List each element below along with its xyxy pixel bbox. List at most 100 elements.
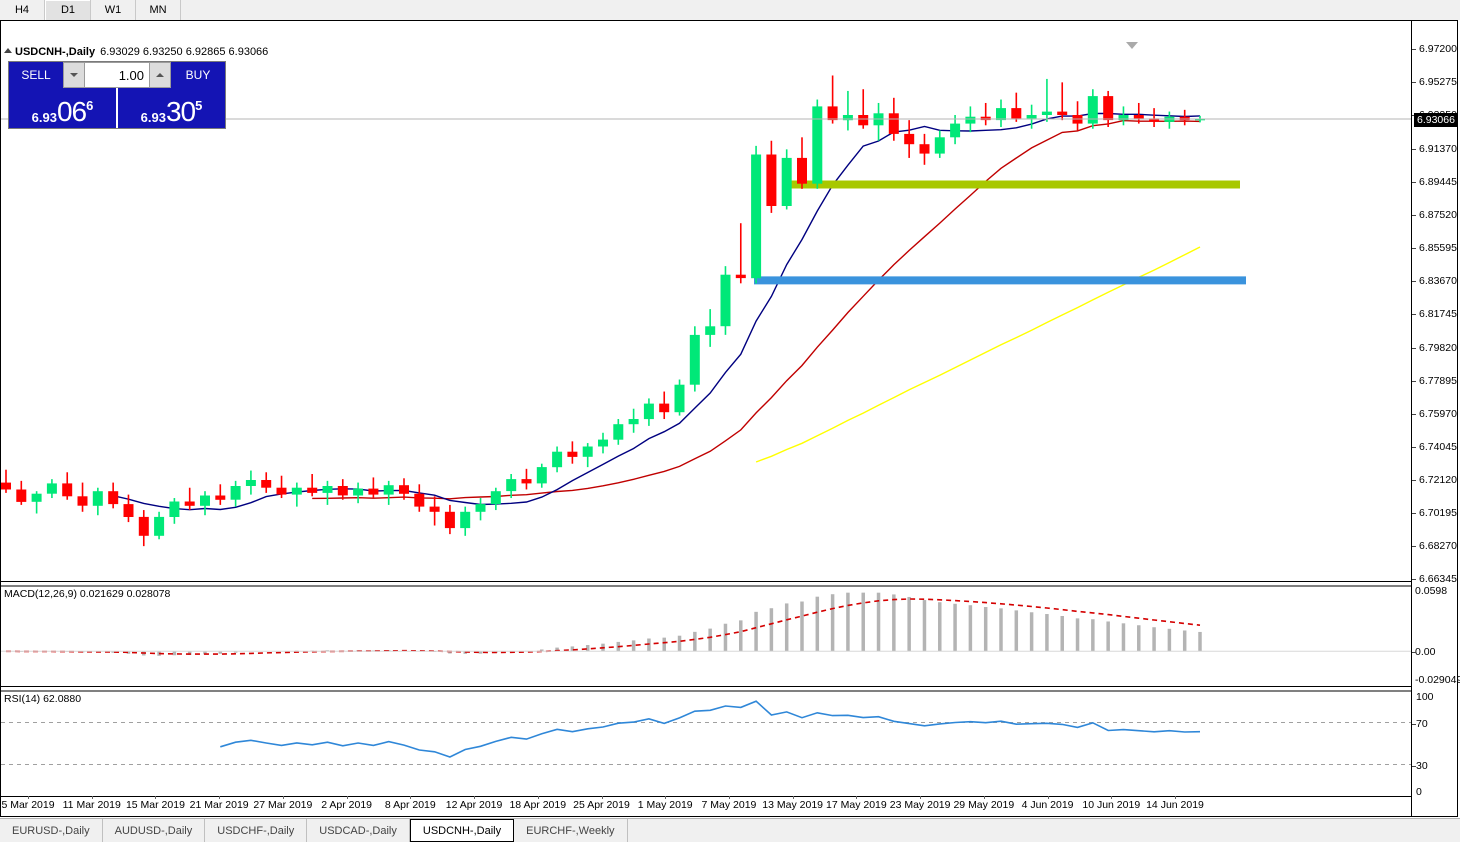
price-scale-label: 6.85595 [1419,242,1457,255]
candle-body [628,419,639,425]
date-scale-tick [219,796,221,799]
chart-tab-audusd-daily[interactable]: AUDUSD-,Daily [102,819,206,842]
date-scale-label: 25 Apr 2019 [573,799,630,811]
candle-body [16,489,27,502]
chevron-down-icon [70,73,78,77]
date-scale-tick [665,796,667,799]
price-scale-tick [1412,49,1416,50]
candle-body [934,137,945,154]
date-scale-label: 2 Apr 2019 [321,799,373,811]
buy-price-display[interactable]: 6.93 30 5 [116,88,225,128]
candle-body [827,106,838,121]
candle-body [1133,115,1144,119]
chart-plot-svg [1,21,1412,816]
date-scale-tick [282,796,284,799]
chart-tab-eurusd-daily[interactable]: EURUSD-,Daily [0,819,103,842]
triangle-up-icon[interactable] [4,48,12,53]
candle-body [567,451,578,457]
date-scale-tick [856,796,858,799]
price-scale-tick [1412,347,1416,349]
date-scale-label: 29 May 2019 [953,799,1015,811]
period-tab-w1[interactable]: W1 [91,0,136,20]
price-scale-divider [1411,21,1412,816]
date-scale-label: 27 Mar 2019 [253,799,313,811]
buy-button[interactable]: BUY [171,62,225,88]
price-scale-label: 6.77895 [1419,374,1457,387]
date-scale-label: 1 May 2019 [637,799,693,811]
candle-body [169,501,180,517]
chart-tab-eurchf-weekly[interactable]: EURCHF-,Weekly [514,819,628,842]
triangle-down-marker-icon [1126,42,1138,49]
date-scale-tick [91,796,93,799]
candle-body [77,496,88,506]
chart-canvas-area[interactable]: USDCNH-,Daily 6.93029 6.93250 6.92865 6.9… [0,20,1460,818]
candle-body [399,485,409,494]
chart-tab-usdcnh-daily[interactable]: USDCNH-,Daily [409,819,515,842]
candle-body [490,491,501,505]
period-tab-h4[interactable]: H4 [0,0,45,20]
candle-body [123,504,134,517]
ma-mid-line [312,119,1201,500]
candle-body [797,157,807,184]
candle-body [1041,111,1052,115]
chart-tab-usdcad-daily[interactable]: USDCAD-,Daily [307,819,410,842]
date-scale-tick [601,796,603,799]
buy-points: 30 [165,96,196,127]
sell-big-figure: 6.93 [31,110,57,125]
macd-histogram [19,592,1202,656]
sell-button[interactable]: SELL [9,62,63,88]
buy-fraction: 5 [195,98,203,113]
oct-price-row: 6.93 06 6 6.93 30 5 [9,88,225,128]
current-price-label: 6.93066 [1414,113,1458,127]
candle-body [1,482,11,490]
candle-body [781,157,792,206]
candle-body [460,511,471,529]
candle-body [965,116,976,124]
date-scale-tick [728,796,730,799]
candle-body [1026,115,1037,119]
period-bar-empty-area [181,0,1460,20]
volume-decrease-button[interactable] [63,62,85,88]
chart-tab-bar-empty-area [628,819,1460,842]
rsi-scale-label: 0 [1416,786,1422,798]
period-tab-d1[interactable]: D1 [45,0,91,20]
candle-body [337,486,348,496]
candle-body [200,495,210,506]
candle-body [1057,111,1068,115]
candle-body [154,516,165,536]
volume-increase-button[interactable] [149,62,171,88]
candle-body [322,486,333,493]
candle-body [888,113,899,134]
candle-body [31,493,42,502]
candle-body [444,511,455,529]
candle-body [705,326,716,335]
price-scale-label: 6.66345 [1419,573,1457,585]
chart-tab-usdchf-daily[interactable]: USDCHF-,Daily [205,819,308,842]
period-tab-bar: H4 D1 W1 MN [0,0,1460,21]
date-scale-label: 10 Jun 2019 [1082,799,1141,811]
macd-scale-tick [1412,652,1416,654]
candle-body [582,446,593,457]
price-scale-tick [1412,215,1416,217]
candle-body [1011,108,1022,119]
chart-tab-bar: EURUSD-,Daily AUDUSD-,Daily USDCHF-,Dail… [0,818,1460,842]
period-tab-mn[interactable]: MN [136,0,181,20]
chart-frame-border [0,20,1458,817]
candle-body [552,451,563,468]
price-scale-tick [1412,579,1416,580]
candle-body [429,506,440,512]
volume-input[interactable]: 1.00 [85,62,149,88]
date-scale-tick [1047,796,1049,799]
price-scale-tick [1412,446,1416,448]
date-scale-label: 5 Mar 2019 [1,799,55,811]
sell-price-display[interactable]: 6.93 06 6 [9,88,116,128]
date-scale[interactable]: 5 Mar 2019 11 Mar 2019 15 Mar 2019 21 Mar 2… [0,796,1411,817]
candle-body [766,154,777,206]
candle-body [92,491,103,506]
candle-body [215,495,226,500]
price-scale[interactable]: 6.972006.952756.933506.913706.894456.875… [1412,21,1460,816]
candle-body [1179,116,1190,121]
date-scale-label: 8 Apr 2019 [384,799,436,811]
candle-body [1087,96,1098,124]
